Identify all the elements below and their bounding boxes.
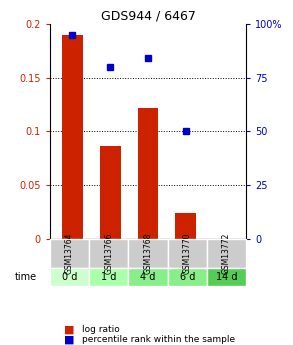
Text: log ratio: log ratio: [82, 325, 120, 334]
Bar: [89, 268, 128, 286]
Text: GSM13764: GSM13764: [65, 233, 74, 274]
Bar: [50, 268, 89, 286]
Title: GDS944 / 6467: GDS944 / 6467: [100, 10, 195, 23]
Bar: [207, 239, 246, 268]
Bar: [138, 108, 158, 239]
Bar: [175, 213, 196, 239]
Text: 1 d: 1 d: [101, 272, 116, 282]
Text: time: time: [14, 272, 37, 282]
Bar: [207, 268, 246, 286]
Text: GSM13772: GSM13772: [222, 233, 231, 274]
Text: GSM13768: GSM13768: [144, 233, 152, 274]
Bar: [62, 35, 83, 239]
Text: 6 d: 6 d: [180, 272, 195, 282]
Text: GSM13766: GSM13766: [104, 233, 113, 274]
Bar: [168, 268, 207, 286]
Text: 14 d: 14 d: [216, 272, 237, 282]
Bar: [50, 239, 89, 268]
Bar: [89, 239, 128, 268]
Bar: [128, 239, 168, 268]
Bar: [100, 146, 121, 239]
Text: ■: ■: [64, 335, 75, 345]
Text: GSM13770: GSM13770: [183, 233, 192, 274]
Text: ■: ■: [64, 325, 75, 334]
Bar: [168, 239, 207, 268]
Text: percentile rank within the sample: percentile rank within the sample: [82, 335, 235, 344]
Bar: [128, 268, 168, 286]
Text: 4 d: 4 d: [140, 272, 156, 282]
Text: 0 d: 0 d: [62, 272, 77, 282]
